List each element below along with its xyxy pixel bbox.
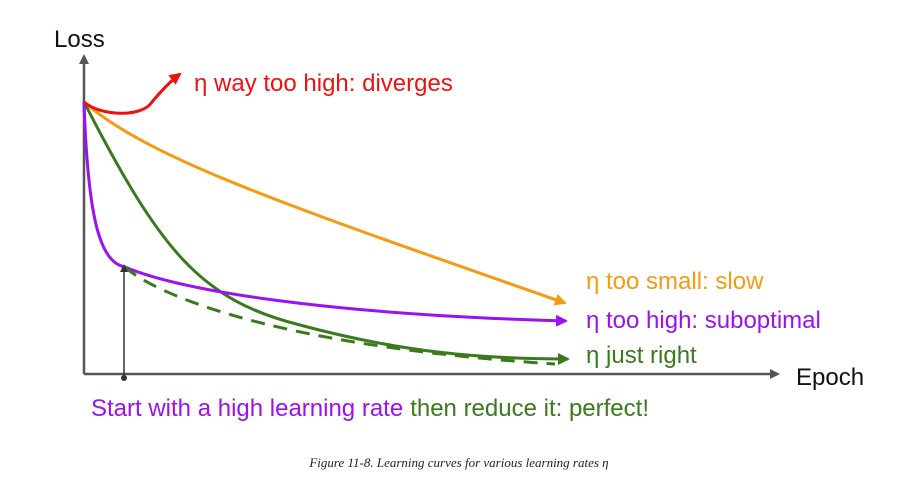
curve-schedule (123, 265, 556, 366)
curve-diverges (83, 72, 182, 115)
schedule-note: Start with a high learning rate then redu… (91, 395, 649, 422)
curve-just-right (82, 101, 570, 365)
schedule-note-part2: then reduce it: perfect! (410, 395, 649, 422)
label-just-right: η just right (586, 342, 697, 369)
schedule-note-part1: Start with a high learning rate (91, 395, 403, 422)
curve-suboptimal (82, 101, 568, 327)
x-axis-label: Epoch (796, 364, 864, 391)
label-diverges: η way too high: diverges (194, 70, 453, 97)
y-axis-label: Loss (54, 26, 105, 53)
label-slow: η too small: slow (586, 268, 764, 295)
label-suboptimal: η too high: suboptimal (586, 307, 821, 334)
start-point-marker (121, 375, 127, 381)
curve-slow (83, 100, 567, 306)
figure-caption: Figure 11-8. Learning curves for various… (308, 455, 608, 470)
